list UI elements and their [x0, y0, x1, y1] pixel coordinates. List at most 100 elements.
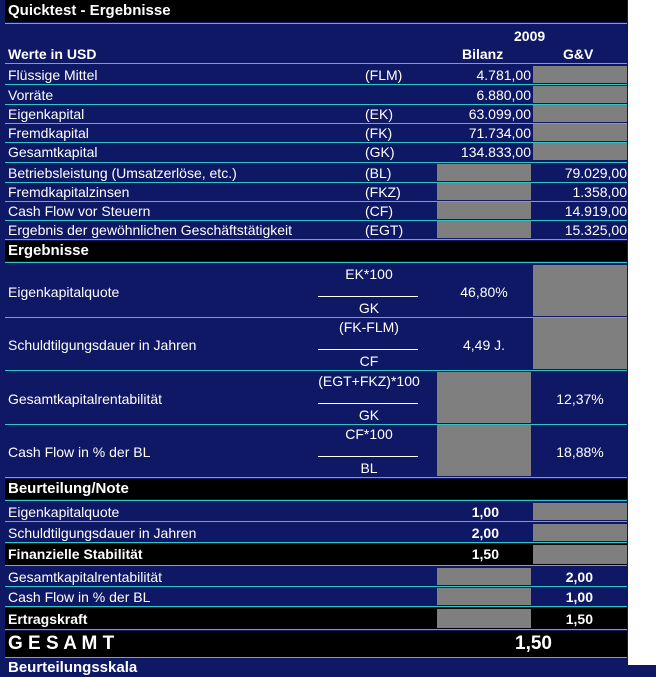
- result-label: Gesamtkapitalrentabilität: [8, 391, 163, 407]
- input-row-guv-value: 1.358,00: [572, 184, 628, 200]
- divider: [5, 63, 627, 64]
- divider: [5, 521, 627, 522]
- input-row-abbr: (EGT): [365, 222, 404, 238]
- input-row-label: Eigenkapital: [8, 106, 85, 122]
- formula-numerator: (EGT+FKZ)*100: [318, 373, 420, 389]
- result-label: Schuldtilgungsdauer in Jahren: [8, 337, 197, 353]
- input-row-abbr: (CF): [365, 203, 393, 219]
- cut-off-scale-heading: Beurteilungsskala: [8, 659, 138, 676]
- input-row-label: Betriebsleistung (Umsatzerlöse, etc.): [8, 165, 237, 181]
- gray-cell: [437, 183, 531, 200]
- input-row-bilanz-value: 63.099,00: [468, 106, 531, 122]
- section-title-results: Ergebnisse: [8, 242, 89, 259]
- result-bilanz-value: 4,49 J.: [462, 337, 506, 353]
- input-row-guv-value: 14.919,00: [564, 203, 627, 219]
- subtotal-band: [5, 544, 627, 565]
- divider: [5, 239, 627, 240]
- gray-cell: [533, 265, 627, 316]
- formula-numerator: (FK-FLM): [339, 319, 399, 335]
- divider: [5, 657, 627, 658]
- divider: [5, 182, 627, 183]
- divider: [5, 220, 627, 221]
- result-guv-value: 12,37%: [556, 391, 604, 407]
- total-value: 1,50: [515, 633, 552, 654]
- divider: [5, 162, 627, 163]
- rating-label-fs: Finanzielle Stabilität: [8, 546, 143, 562]
- rating-label-ertragskraft: Ertragskraft: [8, 611, 88, 627]
- formula-denominator: BL: [360, 460, 378, 476]
- divider: [5, 606, 627, 607]
- divider: [5, 201, 627, 202]
- rating-label-ek: Eigenkapitalquote: [8, 504, 120, 520]
- input-row-guv-value: 15.325,00: [564, 222, 627, 238]
- gray-cell: [533, 66, 627, 83]
- section-header-band: [5, 241, 627, 261]
- formula-denominator: CF: [359, 353, 379, 369]
- result-bilanz-value: 46,80%: [460, 284, 508, 300]
- input-row-bilanz-value: 134.833,00: [460, 144, 531, 160]
- currency-label: Werte in USD: [8, 46, 97, 62]
- fraction-line: [318, 456, 418, 457]
- gray-cell: [437, 202, 531, 219]
- column-header-guv: G&V: [563, 46, 594, 62]
- input-row-label: Gesamtkapital: [8, 144, 98, 160]
- divider: [5, 565, 627, 566]
- section-title-rating: Beurteilung/Note: [8, 480, 129, 497]
- gray-cell: [437, 425, 531, 476]
- title-bar: [5, 0, 627, 22]
- total-label: G E S A M T: [8, 633, 115, 654]
- divider: [5, 370, 627, 371]
- section-header-band: [5, 479, 627, 499]
- input-row-abbr: (FLM): [365, 67, 403, 83]
- input-row-bilanz-value: 71.734,00: [468, 125, 531, 141]
- result-label: Eigenkapitalquote: [8, 284, 120, 300]
- gray-cell: [437, 164, 531, 181]
- rating-label-gk: Gesamtkapitalrentabilität: [8, 569, 163, 585]
- gray-cell: [533, 545, 627, 564]
- rating-label-cf: Cash Flow in % der BL: [8, 589, 151, 605]
- fraction-line: [318, 349, 418, 350]
- divider: [5, 104, 627, 105]
- input-row-bilanz-value: 6.880,00: [476, 87, 532, 103]
- year-label: 2009: [514, 28, 546, 44]
- rating-value-cf: 1,00: [565, 589, 593, 605]
- input-row-label: Cash Flow vor Steuern: [8, 203, 151, 219]
- gray-cell: [437, 372, 531, 423]
- rating-value-fs: 1,50: [471, 546, 499, 562]
- input-row-label: Fremdkapital: [8, 125, 89, 141]
- gray-cell: [533, 105, 627, 122]
- result-label: Cash Flow in % der BL: [8, 444, 151, 460]
- result-guv-value: 18,88%: [556, 444, 604, 460]
- input-row-label: Fremdkapitalzinsen: [8, 184, 130, 200]
- gray-cell: [437, 568, 531, 585]
- fraction-line: [318, 296, 418, 297]
- column-header-bilanz: Bilanz: [462, 46, 504, 62]
- divider: [5, 477, 627, 478]
- divider: [5, 542, 627, 543]
- input-row-label: Ergebnis der gewöhnlichen Geschäftstätig…: [8, 222, 293, 238]
- gray-cell: [533, 318, 627, 369]
- divider: [5, 142, 627, 143]
- input-row-abbr: (BL): [365, 165, 392, 181]
- divider: [5, 262, 627, 263]
- rating-value-gk: 2,00: [565, 569, 593, 585]
- gray-cell: [533, 86, 627, 103]
- rating-value-ek: 1,00: [471, 504, 499, 520]
- formula-numerator: CF*100: [345, 426, 393, 442]
- input-row-label: Vorräte: [8, 87, 54, 103]
- divider: [5, 84, 627, 85]
- rating-label-sd: Schuldtilgungsdauer in Jahren: [8, 525, 197, 541]
- gray-cell: [437, 221, 531, 238]
- gray-cell: [437, 588, 531, 605]
- formula-denominator: GK: [358, 407, 380, 423]
- divider: [5, 500, 627, 501]
- input-row-abbr: (FKZ): [365, 184, 401, 200]
- input-row-abbr: (GK): [365, 144, 395, 160]
- divider: [5, 424, 627, 425]
- input-row-abbr: (FK): [365, 125, 393, 141]
- divider: [5, 586, 627, 587]
- input-row-label: Flüssige Mittel: [8, 67, 98, 83]
- total-band: [5, 631, 627, 657]
- input-row-guv-value: 79.029,00: [564, 165, 627, 181]
- gray-cell: [533, 124, 627, 141]
